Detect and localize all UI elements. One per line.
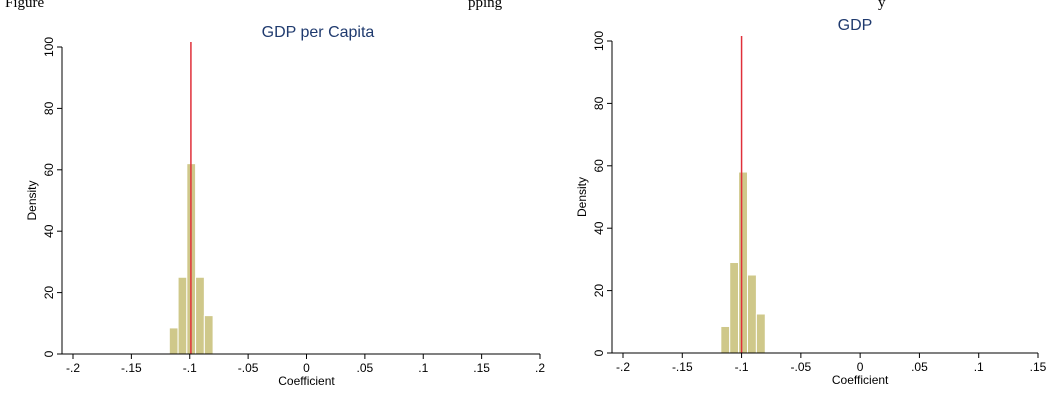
x-tick-label: -.1 — [183, 361, 197, 375]
x-tick-label: .05 — [357, 361, 374, 375]
y-axis-label: Density — [25, 180, 39, 220]
x-tick-label: .05 — [911, 360, 928, 374]
chart-panel-gdp-per-capita: GDP per Capita 0 20 40 60 80 100 -.2 -.15 -.1 -.05… — [0, 14, 565, 404]
histogram-bar-1 — [168, 327, 179, 355]
histogram-bar-1 — [720, 325, 731, 354]
chart-title: GDP per Capita — [262, 24, 375, 41]
caption-middle-text: pping — [468, 0, 503, 11]
x-tick-label: -.1 — [735, 360, 749, 374]
x-tick-label: 0 — [303, 361, 310, 375]
y-tick-label: 20 — [592, 284, 606, 298]
x-tick-label: .15 — [1030, 360, 1047, 374]
y-tick-label: 80 — [42, 101, 56, 115]
y-tick-label: 20 — [42, 286, 56, 300]
x-tick-label: -.2 — [616, 360, 630, 374]
y-tick-label: 80 — [592, 96, 606, 110]
histogram-bar-5 — [203, 315, 214, 355]
x-tick-label: -.05 — [238, 361, 259, 375]
y-tick-label: 100 — [592, 31, 606, 51]
caption-right-text: y — [878, 0, 886, 11]
chart-panel-gdp: GDP 0 20 40 60 80 100 -.2 -.15 -.1 -.05 0 .05 .1 .15 Co… — [565, 14, 1049, 404]
histogram-bar-4 — [195, 276, 205, 355]
x-tick-label: -.2 — [66, 361, 80, 375]
y-tick-label: 40 — [592, 221, 606, 235]
y-tick-label: 40 — [42, 224, 56, 238]
y-tick-label: 100 — [42, 37, 56, 57]
histogram-bar-5 — [755, 313, 766, 354]
y-tick-label: 0 — [592, 349, 606, 356]
x-tick-label: .1 — [418, 361, 428, 375]
y-axis-label: Density — [575, 177, 589, 217]
x-tick-label: .2 — [535, 361, 545, 375]
chart-svg-gdp: GDP 0 20 40 60 80 100 -.2 -.15 -.1 -.05 0 .05 .1 .15 Co… — [575, 17, 1047, 387]
x-tick-label: -.15 — [121, 361, 142, 375]
caption-left-text: Figure — [5, 0, 45, 11]
chart-svg-gdp-per-capita: GDP per Capita 0 20 40 60 80 100 -.2 -.15 -.1 -.05… — [25, 24, 545, 388]
figure-caption: Figure pping y — [0, 0, 1049, 14]
x-tick-label: .1 — [974, 360, 984, 374]
histogram-bar-4 — [747, 274, 757, 354]
x-axis-label: Coefficient — [832, 373, 889, 387]
chart-title: GDP — [838, 17, 873, 34]
x-tick-label: .15 — [473, 361, 490, 375]
y-tick-label: 60 — [592, 159, 606, 173]
x-tick-label: -.15 — [672, 360, 693, 374]
y-tick-label: 60 — [42, 163, 56, 177]
x-tick-label: 0 — [857, 360, 864, 374]
y-tick-label: 0 — [42, 350, 56, 357]
histogram-bar-2 — [729, 262, 740, 354]
x-tick-label: -.05 — [791, 360, 812, 374]
histogram-bar-3 — [738, 171, 749, 354]
x-axis-label: Coefficient — [278, 374, 335, 388]
histogram-bar-2 — [177, 276, 188, 355]
